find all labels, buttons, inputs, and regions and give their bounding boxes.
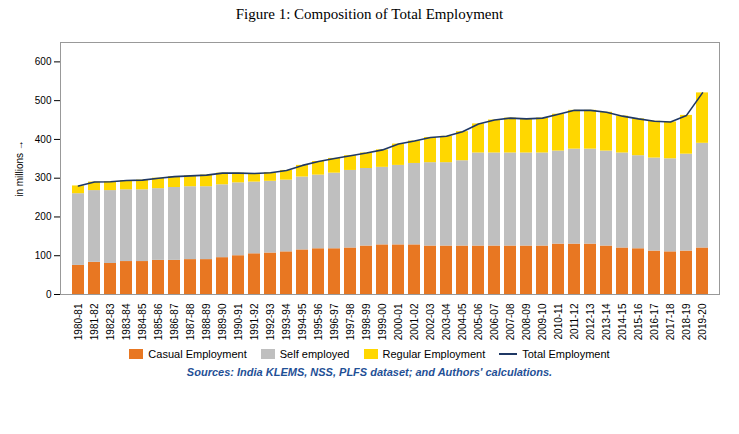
svg-text:1989-90: 1989-90: [217, 303, 228, 340]
svg-text:2017-18: 2017-18: [665, 303, 676, 340]
svg-text:200: 200: [35, 211, 52, 222]
html-text:Regular Employment: Regular Employment: [382, 348, 486, 360]
svg-text:2012-13: 2012-13: [585, 303, 596, 340]
svg-text:2019-20: 2019-20: [697, 303, 708, 340]
html-text:Sources: India KLEMS, NSS, PLF: Sources: India KLEMS, NSS, PLFS dataset;…: [186, 366, 553, 378]
svg-text:1981-82: 1981-82: [89, 303, 100, 340]
svg-text:100: 100: [35, 250, 52, 261]
svg-text:2011-12: 2011-12: [569, 303, 580, 339]
svg-text:1997-98: 1997-98: [345, 303, 356, 340]
svg-text:2013-14: 2013-14: [601, 303, 612, 340]
svg-text:1995-96: 1995-96: [313, 303, 324, 340]
svg-text:in millions →: in millions →: [14, 140, 25, 197]
svg-text:2006-07: 2006-07: [489, 303, 500, 340]
html-text:Total Employment: Total Employment: [522, 348, 610, 360]
svg-text:1983-84: 1983-84: [121, 303, 132, 340]
svg-text:2000-01: 2000-01: [393, 303, 404, 340]
svg-text:1996-97: 1996-97: [329, 303, 340, 340]
svg-text:1999-00: 1999-00: [377, 303, 388, 340]
svg-text:2007-08: 2007-08: [505, 303, 516, 340]
svg-text:2001-02: 2001-02: [409, 303, 420, 340]
svg-text:2002-03: 2002-03: [425, 303, 436, 340]
svg-text:1991-92: 1991-92: [249, 303, 260, 340]
svg-text:0: 0: [46, 289, 52, 300]
svg-text:2009-10: 2009-10: [537, 303, 548, 340]
svg-text:2004-05: 2004-05: [457, 303, 468, 340]
svg-text:1984-85: 1984-85: [137, 303, 148, 340]
svg-text:300: 300: [35, 172, 52, 183]
svg-text:1985-86: 1985-86: [153, 303, 164, 340]
svg-text:1998-99: 1998-99: [361, 303, 372, 340]
svg-text:2003-04: 2003-04: [441, 303, 452, 340]
svg-text:1992-93: 1992-93: [265, 303, 276, 340]
svg-text:2008-09: 2008-09: [521, 303, 532, 340]
svg-text:1982-83: 1982-83: [105, 303, 116, 340]
html-text:Casual Employment: Casual Employment: [148, 348, 247, 360]
svg-text:1986-87: 1986-87: [169, 303, 180, 340]
html-text:Figure 1: Composition of Total: Figure 1: Composition of Total Employmen…: [235, 6, 504, 22]
html-text:Self employed: Self employed: [279, 348, 350, 360]
svg-text:2016-17: 2016-17: [649, 303, 660, 340]
svg-text:1987-88: 1987-88: [185, 303, 196, 340]
svg-text:2014-15: 2014-15: [617, 303, 628, 340]
svg-text:1994-95: 1994-95: [297, 303, 308, 340]
svg-text:1988-89: 1988-89: [201, 303, 212, 340]
svg-text:500: 500: [35, 95, 52, 106]
svg-text:600: 600: [35, 56, 52, 67]
svg-text:1980-81: 1980-81: [73, 303, 84, 340]
svg-text:2010-11: 2010-11: [553, 303, 564, 339]
svg-text:2018-19: 2018-19: [681, 303, 692, 340]
svg-text:1993-94: 1993-94: [281, 303, 292, 340]
svg-text:2015-16: 2015-16: [633, 303, 644, 340]
svg-text:2005-06: 2005-06: [473, 303, 484, 340]
svg-text:1990-91: 1990-91: [233, 303, 244, 340]
svg-text:400: 400: [35, 134, 52, 145]
